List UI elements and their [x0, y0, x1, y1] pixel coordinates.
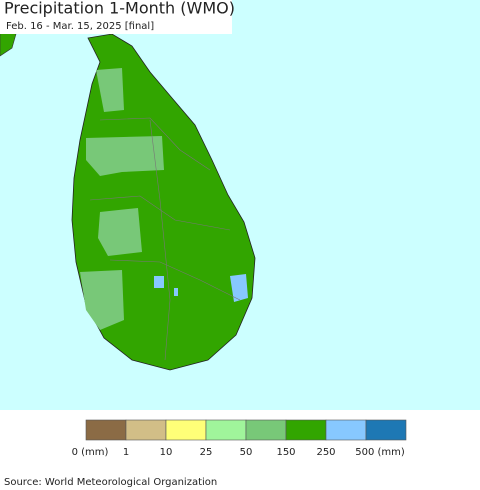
legend-label: 25: [200, 447, 213, 458]
legend: 0 (mm) 1 10 25 50 150 250 500 (mm): [72, 419, 407, 458]
rain-patch: [86, 136, 164, 176]
legend-swatch: [165, 419, 207, 441]
title-box: [0, 0, 232, 34]
legend-label: 150: [276, 447, 295, 458]
legend-swatch: [365, 419, 407, 441]
legend-swatch: [245, 419, 287, 441]
sea: [0, 0, 480, 410]
rain-patch: [230, 274, 248, 302]
legend-swatch: [85, 419, 127, 441]
legend-swatch: [285, 419, 327, 441]
rain-patch: [80, 270, 124, 330]
rain-patch: [98, 208, 142, 256]
rain-patch: [96, 68, 124, 112]
legend-label: 50: [240, 447, 253, 458]
legend-label: 500 (mm): [355, 447, 405, 458]
title: Precipitation 1-Month (WMO): [4, 0, 235, 18]
subtitle: Feb. 16 - Mar. 15, 2025 [final]: [6, 21, 154, 32]
legend-label: 0 (mm): [72, 447, 109, 458]
rain-patch: [174, 288, 178, 296]
legend-label: 10: [160, 447, 173, 458]
rain-patch: [154, 276, 164, 288]
legend-swatch: [125, 419, 167, 441]
legend-swatch: [205, 419, 247, 441]
legend-label: 250: [316, 447, 335, 458]
source: Source: World Meteorological Organizatio…: [4, 477, 217, 488]
district-borders: [89, 117, 241, 361]
legend-swatch: [325, 419, 367, 441]
legend-label: 1: [123, 447, 129, 458]
